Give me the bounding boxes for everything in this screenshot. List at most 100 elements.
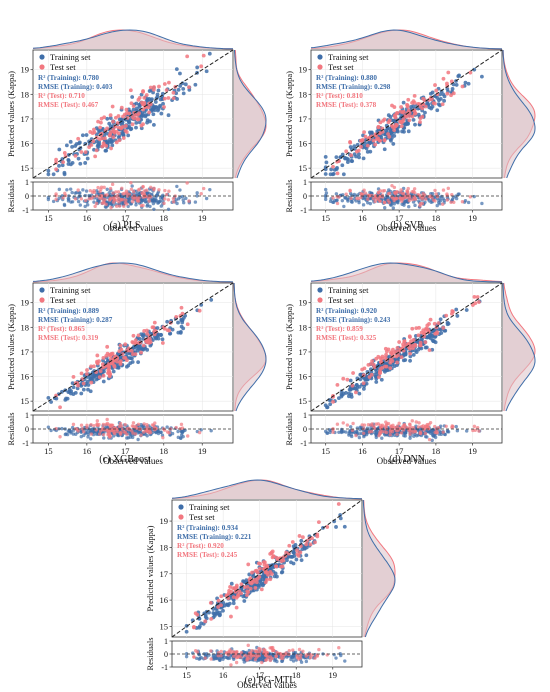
test-residual-point: [341, 421, 345, 425]
training-point: [121, 131, 125, 136]
test-residual-point: [335, 201, 340, 206]
test-point: [127, 348, 132, 353]
y-tick-label: 16: [21, 372, 30, 382]
training-point: [168, 331, 173, 336]
x-axis-label: Observed values: [237, 680, 297, 690]
training-point: [60, 163, 65, 168]
test-point: [89, 364, 93, 369]
training-point: [347, 391, 351, 396]
training-residual-point: [404, 199, 408, 204]
test-residual-point: [129, 181, 133, 185]
test-point: [395, 360, 400, 365]
test-residual-point: [268, 646, 272, 650]
test-residual-point: [407, 427, 412, 431]
test-point: [274, 564, 278, 569]
training-residual-point: [140, 198, 145, 203]
test-residual-point: [441, 188, 446, 192]
test-residual-point: [412, 191, 417, 195]
training-residual-point: [193, 200, 198, 204]
training-point: [126, 133, 131, 138]
test-residual-point: [335, 422, 340, 426]
test-point: [402, 339, 407, 343]
training-residual-point: [429, 200, 433, 205]
x-tick-label: 18: [160, 446, 169, 456]
test-residual-point: [449, 200, 453, 204]
test-residual-point: [410, 190, 414, 194]
test-residual-point: [401, 425, 406, 430]
training-point: [156, 336, 161, 341]
test-residual-point: [80, 427, 85, 431]
training-residual-point: [182, 201, 186, 205]
test-residual-point: [350, 428, 355, 433]
test-residual-point: [101, 432, 106, 437]
right-density-training: [234, 49, 267, 179]
panel-4: 15 16 17 18 19 Predicted values (Kappa) Traini…: [284, 262, 536, 466]
x-tick-label: 18: [432, 446, 441, 456]
training-residual-point: [258, 656, 262, 660]
x-tick-label: 15: [321, 446, 330, 456]
x-tick-label: 18: [432, 213, 441, 223]
test-residual-point: [100, 197, 104, 201]
training-point: [79, 391, 84, 396]
y-tick-label: 18: [299, 89, 308, 99]
training-point: [46, 395, 51, 400]
test-point: [239, 591, 243, 596]
training-residual-point: [184, 654, 189, 659]
test-point: [444, 313, 449, 318]
training-point: [323, 172, 328, 176]
training-residual-point: [86, 432, 91, 437]
training-residual-point: [293, 650, 298, 655]
test-point: [313, 540, 317, 545]
training-residual-point: [374, 435, 378, 440]
x-tick-label: 16: [219, 670, 228, 680]
test-point: [355, 149, 359, 154]
y-tick-label: 18: [299, 322, 308, 332]
training-point: [86, 387, 90, 392]
y-axis-label: Predicted values (Kappa): [284, 304, 294, 390]
test-point: [396, 353, 400, 358]
test-point: [389, 350, 393, 355]
top-density-training-fill: [311, 263, 502, 282]
test-residual-point: [434, 192, 438, 196]
training-residual-point: [390, 202, 394, 206]
training-point: [403, 351, 408, 356]
right-density-training-fill: [234, 283, 266, 411]
y-tick-label: 15: [21, 396, 30, 406]
x-axis-label: Observed values: [377, 223, 437, 233]
top-density-training: [171, 479, 363, 500]
test-point: [434, 88, 439, 93]
training-residual-point: [166, 207, 171, 211]
test-point: [408, 351, 412, 356]
y-tick-label: 19: [21, 65, 30, 75]
test-point: [231, 595, 236, 600]
test-point: [331, 164, 335, 169]
x-tick-label: 16: [83, 446, 92, 456]
training-point: [110, 143, 115, 148]
test-point: [412, 93, 417, 98]
test-residual-point: [186, 434, 190, 438]
training-residual-point: [401, 186, 406, 191]
test-residual-point: [433, 424, 437, 429]
test-residual-point: [258, 649, 262, 654]
test-residual-point: [304, 654, 308, 658]
metric-text: RMSE (Training): 0.243: [316, 316, 391, 324]
test-residual-point: [163, 197, 167, 201]
training-residual-point: [339, 427, 344, 432]
test-residual-point: [112, 431, 117, 436]
test-point: [62, 151, 67, 155]
training-residual-point: [417, 199, 421, 203]
training-point: [83, 161, 88, 165]
training-point: [80, 133, 85, 138]
training-point: [174, 67, 179, 71]
test-point: [98, 369, 103, 374]
training-point: [197, 625, 202, 630]
training-point: [339, 394, 344, 399]
test-point: [147, 341, 152, 345]
training-point: [211, 611, 216, 615]
test-residual-point: [153, 421, 157, 425]
training-residual-point: [441, 197, 445, 201]
test-residual-point: [54, 197, 58, 202]
test-point: [376, 125, 381, 130]
training-point: [64, 143, 69, 148]
test-residual-point: [424, 197, 428, 201]
